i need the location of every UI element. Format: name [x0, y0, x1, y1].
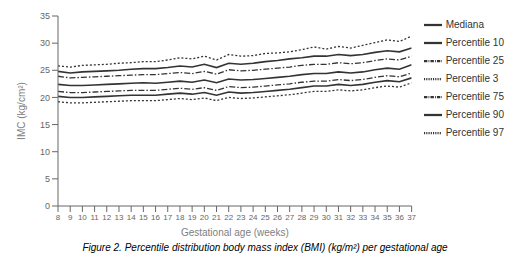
svg-text:32: 32 [346, 213, 355, 222]
svg-text:10: 10 [40, 147, 50, 157]
svg-text:14: 14 [127, 213, 136, 222]
svg-text:27: 27 [285, 213, 294, 222]
svg-text:Gestational age (weeks): Gestational age (weeks) [181, 227, 289, 238]
svg-text:35: 35 [40, 11, 50, 21]
svg-text:21: 21 [212, 213, 221, 222]
svg-text:13: 13 [115, 213, 124, 222]
svg-text:25: 25 [40, 65, 50, 75]
svg-text:18: 18 [175, 213, 184, 222]
html-text:Percentile 25: Percentile 25 [445, 54, 504, 66]
svg-text:34: 34 [371, 213, 380, 222]
html-text:Percentile 3: Percentile 3 [445, 72, 499, 84]
svg-text:25: 25 [261, 213, 270, 222]
svg-text:37: 37 [407, 213, 416, 222]
svg-text:IMC (kg/cm²): IMC (kg/cm²) [16, 82, 27, 140]
svg-text:0: 0 [45, 201, 50, 211]
svg-text:15: 15 [139, 213, 148, 222]
svg-text:28: 28 [297, 213, 306, 222]
html-text:Figure 2. Percentile distribut: Figure 2. Percentile distribution body m… [82, 242, 448, 253]
html-text:Mediana: Mediana [445, 18, 484, 30]
svg-text:31: 31 [334, 213, 343, 222]
svg-text:17: 17 [163, 213, 172, 222]
svg-text:22: 22 [224, 213, 233, 222]
html-text:Percentile 97: Percentile 97 [445, 126, 504, 138]
svg-text:35: 35 [383, 213, 392, 222]
svg-text:24: 24 [249, 213, 258, 222]
html-text:Percentile 75: Percentile 75 [445, 90, 504, 102]
svg-text:15: 15 [40, 120, 50, 130]
svg-text:12: 12 [102, 213, 111, 222]
svg-text:9: 9 [68, 213, 73, 222]
svg-text:29: 29 [310, 213, 319, 222]
svg-text:16: 16 [151, 213, 160, 222]
svg-text:5: 5 [45, 174, 50, 184]
svg-text:26: 26 [273, 213, 282, 222]
svg-text:30: 30 [40, 38, 50, 48]
svg-text:10: 10 [78, 213, 87, 222]
svg-text:23: 23 [236, 213, 245, 222]
html-text:Percentile 90: Percentile 90 [445, 108, 504, 120]
svg-text:20: 20 [200, 213, 209, 222]
svg-text:30: 30 [322, 213, 331, 222]
svg-text:19: 19 [188, 213, 197, 222]
svg-text:11: 11 [90, 213, 99, 222]
svg-text:20: 20 [40, 93, 50, 103]
svg-text:8: 8 [56, 213, 61, 222]
html-text:Percentile 10: Percentile 10 [445, 36, 504, 48]
svg-text:36: 36 [395, 213, 404, 222]
svg-text:33: 33 [358, 213, 367, 222]
